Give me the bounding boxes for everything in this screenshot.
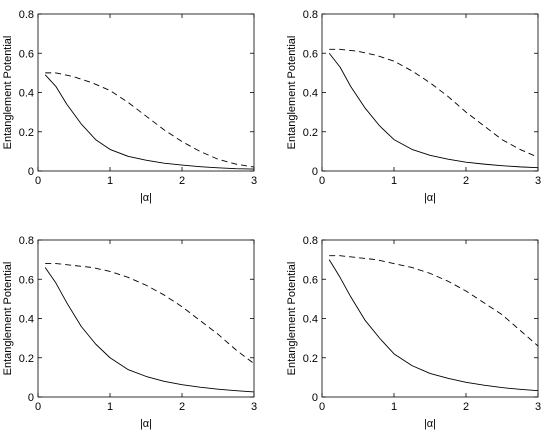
y-tick-label: 0.6	[303, 48, 318, 60]
y-tick-label: 0.4	[303, 314, 318, 326]
y-tick-label: 0.8	[19, 235, 34, 247]
series-line-solid	[44, 74, 255, 170]
series-line-dashed	[45, 72, 255, 168]
y-axis-label: Entanglement Potential	[286, 262, 298, 376]
y-tick-label: 0.8	[303, 9, 318, 21]
x-tick-label: 1	[107, 401, 113, 413]
plot-area	[37, 13, 255, 172]
y-tick-label: 0.6	[19, 274, 34, 286]
y-tick-label: 0.6	[303, 274, 318, 286]
y-axis-label: Entanglement Potential	[2, 36, 14, 150]
x-tick-label: 3	[251, 401, 257, 413]
chart-panel-4: 0 1 2 3 0 0.2 0.4 0.6 0.8 |α| Entanglement Potenti…	[286, 235, 541, 430]
x-tick-label: 1	[391, 175, 397, 187]
y-tick-label: 0	[312, 166, 318, 178]
y-tick-label: 0	[28, 392, 34, 404]
x-tick-label: 1	[391, 401, 397, 413]
chart-panel-1: 0 1 2 3 0 0.2 0.4 0.6 0.8 |α| Entanglement Potenti…	[2, 9, 257, 204]
y-tick-label: 0.2	[19, 127, 34, 139]
x-tick-label: 3	[535, 175, 541, 187]
x-tick-label: 1	[107, 175, 113, 187]
x-tick-label: 0	[35, 175, 41, 187]
x-axis-label: |α|	[424, 418, 436, 430]
y-tick-label: 0	[28, 166, 34, 178]
chart-panel-2: 0 1 2 3 0 0.2 0.4 0.6 0.8 |α| Entanglement Potenti…	[286, 9, 541, 204]
x-axis-label: |α|	[140, 192, 152, 204]
x-tick-label: 2	[463, 401, 469, 413]
x-tick-label: 2	[179, 175, 185, 187]
y-tick-label: 0.8	[303, 235, 318, 247]
x-tick-label: 3	[535, 401, 541, 413]
series-line-dashed	[45, 263, 255, 364]
x-tick-label: 0	[319, 401, 325, 413]
series-line-dashed	[329, 255, 539, 347]
y-tick-label: 0.2	[303, 127, 318, 139]
y-tick-label: 0.6	[19, 48, 34, 60]
x-tick-label: 3	[251, 175, 257, 187]
chart-panel-3: 0 1 2 3 0 0.2 0.4 0.6 0.8 |α| Entanglement Potenti…	[2, 235, 257, 430]
x-tick-label: 2	[463, 175, 469, 187]
plot-area	[37, 239, 255, 398]
y-tick-label: 0.4	[303, 88, 318, 100]
x-tick-label: 2	[179, 401, 185, 413]
series-line-solid	[328, 52, 539, 169]
y-tick-label: 0	[312, 392, 318, 404]
y-tick-label: 0.2	[19, 353, 34, 365]
y-axis-label: Entanglement Potential	[286, 36, 298, 150]
x-tick-label: 0	[319, 175, 325, 187]
x-tick-label: 0	[35, 401, 41, 413]
series-line-dashed	[329, 48, 539, 158]
y-tick-label: 0.2	[303, 353, 318, 365]
y-axis-label: Entanglement Potential	[2, 262, 14, 376]
series-line-solid	[328, 259, 539, 392]
x-axis-label: |α|	[140, 418, 152, 430]
y-tick-label: 0.4	[19, 88, 34, 100]
x-axis-label: |α|	[424, 192, 436, 204]
y-tick-label: 0.4	[19, 314, 34, 326]
y-tick-label: 0.8	[19, 9, 34, 21]
series-line-solid	[44, 267, 255, 393]
